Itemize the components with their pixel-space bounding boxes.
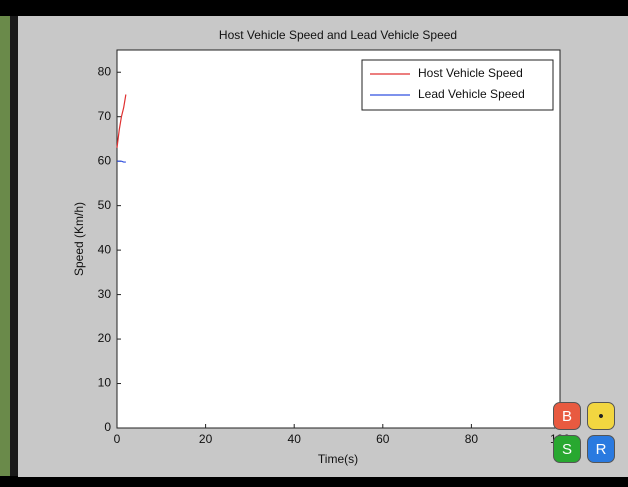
y-tick-label: 60	[98, 153, 112, 167]
button-s[interactable]: S	[553, 435, 581, 463]
side-strip	[0, 16, 10, 476]
button-r[interactable]: R	[587, 435, 615, 463]
x-tick-label: 0	[114, 432, 121, 446]
x-tick-label: 20	[199, 432, 213, 446]
x-tick-label: 60	[376, 432, 390, 446]
series-line	[117, 160, 126, 163]
legend-label: Host Vehicle Speed	[418, 66, 523, 80]
y-tick-label: 70	[98, 109, 112, 123]
x-axis-label: Time(s)	[318, 452, 358, 466]
side-edge	[10, 16, 18, 476]
y-tick-label: 0	[104, 420, 111, 434]
y-tick-label: 40	[98, 242, 112, 256]
y-axis-label: Speed (Km/h)	[72, 202, 86, 276]
x-tick-label: 80	[465, 432, 479, 446]
y-tick-label: 10	[98, 376, 112, 390]
series-line	[116, 94, 127, 148]
axes	[116, 49, 561, 429]
y-tick-label: 20	[98, 331, 112, 345]
chart-title: Host Vehicle Speed and Lead Vehicle Spee…	[219, 28, 457, 42]
y-tick-label: 30	[98, 287, 112, 301]
button-yellow[interactable]: •	[587, 402, 615, 430]
legend-label: Lead Vehicle Speed	[418, 87, 525, 101]
legend-box	[361, 59, 554, 111]
y-tick-label: 80	[98, 64, 112, 78]
button-b[interactable]: B	[553, 402, 581, 430]
y-tick-label: 50	[98, 198, 112, 212]
x-tick-label: 40	[288, 432, 302, 446]
